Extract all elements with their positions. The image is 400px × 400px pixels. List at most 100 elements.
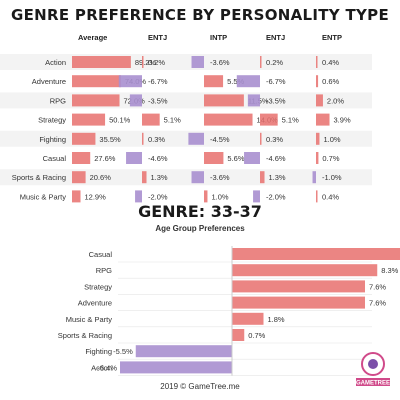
diff-bar xyxy=(260,113,278,126)
cell-value-label: -3.5% xyxy=(266,96,286,105)
average-bar xyxy=(72,94,120,107)
bar xyxy=(232,296,365,309)
category-label: RPG xyxy=(96,266,112,275)
category-label: Casual xyxy=(89,250,113,259)
bar-value-label: 1.8% xyxy=(268,315,285,324)
diff-bar xyxy=(316,152,319,164)
column-header-0: Average xyxy=(78,33,107,42)
bar-value-label: 8.3% xyxy=(381,266,398,275)
average-bar xyxy=(72,56,131,68)
cell-value-label: -3.6% xyxy=(210,58,230,67)
row-label: Strategy xyxy=(38,116,66,125)
cell-value-label: -2.0% xyxy=(266,192,286,201)
diff-bar xyxy=(316,132,320,145)
cell-value-label: 5.6% xyxy=(227,154,244,163)
cell-value-label: -4.6% xyxy=(266,154,286,163)
diff-bar xyxy=(316,75,319,88)
column-header-1: ENTJ xyxy=(148,33,167,42)
diff-bar xyxy=(118,75,142,88)
average-bar xyxy=(72,190,81,203)
diff-bar xyxy=(204,113,253,126)
average-bar xyxy=(72,132,96,145)
diff-bar xyxy=(236,75,260,88)
cell-value-label: 0.4% xyxy=(322,58,339,67)
cell-value-label: 0.6% xyxy=(322,77,339,86)
row-label: Casual xyxy=(43,154,67,163)
column-header-4: ENTP xyxy=(322,33,342,42)
diff-bar xyxy=(142,171,147,184)
svg-text:GAMETREE: GAMETREE xyxy=(356,381,390,387)
row-label: Fighting xyxy=(39,135,66,144)
diff-bar xyxy=(204,190,208,203)
bar xyxy=(232,248,400,260)
average-bar xyxy=(72,171,86,184)
row-label: Music & Party xyxy=(20,192,67,201)
cell-value-label: -3.6% xyxy=(210,173,230,182)
diff-bar xyxy=(204,94,244,107)
cell-value-label: 0.3% xyxy=(266,135,283,144)
diff-bar xyxy=(260,56,262,68)
diff-bar xyxy=(253,190,260,203)
average-bar xyxy=(72,113,106,126)
row-label: Sports & Racing xyxy=(12,173,66,182)
diff-bar xyxy=(126,152,142,164)
cell-value-label: 5.5% xyxy=(227,77,244,86)
cell-value-label: 0.7% xyxy=(322,154,339,163)
diff-bar xyxy=(135,190,142,203)
cell-value-label: 2.0% xyxy=(327,96,344,105)
diff-bar xyxy=(260,171,265,184)
column-header-3: ENTJ xyxy=(266,33,285,42)
cell-value-label: 20.6% xyxy=(90,173,112,182)
diff-bar xyxy=(312,171,316,184)
bar xyxy=(135,345,232,358)
bar xyxy=(232,329,245,341)
diff-bar xyxy=(247,94,260,107)
average-bar xyxy=(72,75,121,88)
bottom-chart-subtitle: Age Group Preferences xyxy=(155,224,245,233)
cell-value-label: 3.9% xyxy=(334,116,351,125)
cell-value-label: -3.5% xyxy=(148,96,168,105)
diff-bar xyxy=(142,132,144,145)
cell-value-label: 1.0% xyxy=(211,192,228,201)
diff-bar xyxy=(142,113,160,126)
category-label: Strategy xyxy=(84,282,112,291)
bar-value-label: 0.7% xyxy=(248,331,265,340)
cell-value-label: 0.2% xyxy=(148,58,165,67)
bar xyxy=(232,312,264,325)
diff-bar xyxy=(260,132,262,145)
diff-bar xyxy=(316,190,318,203)
row-label: RPG xyxy=(50,96,66,105)
gametree-logo: GAMETREE xyxy=(356,352,390,387)
diff-bar xyxy=(204,152,224,164)
row-background xyxy=(0,169,372,186)
cell-value-label: 50.1% xyxy=(109,116,131,125)
bar-value-label: -6.4% xyxy=(97,363,117,372)
diff-bar xyxy=(204,75,224,88)
cell-value-label: 1.3% xyxy=(269,173,286,182)
category-label: Action xyxy=(91,363,112,372)
cell-value-label: 27.6% xyxy=(94,154,116,163)
bar-value-label: 7.6% xyxy=(369,299,386,308)
footer-credit: 2019 © GameTree.me xyxy=(160,382,240,391)
cell-value-label: 1.3% xyxy=(151,173,168,182)
row-label: Adventure xyxy=(32,77,66,86)
cell-value-label: 5.1% xyxy=(282,116,299,125)
cell-value-label: 12.9% xyxy=(85,192,107,201)
cell-value-label: 1.0% xyxy=(323,135,340,144)
top-chart-title: GENRE PREFERENCE BY PERSONALITY TYPE xyxy=(10,6,390,24)
column-header-2: INTP xyxy=(210,33,227,42)
diff-bar xyxy=(244,152,260,164)
category-label: Adventure xyxy=(78,299,112,308)
diff-bar xyxy=(142,56,144,68)
diff-bar xyxy=(191,56,204,68)
bar xyxy=(232,264,378,277)
cell-value-label: -6.7% xyxy=(266,77,286,86)
bar-value-label: 7.6% xyxy=(369,282,386,291)
category-label: Fighting xyxy=(85,347,112,356)
cell-value-label: -4.5% xyxy=(210,135,230,144)
cell-value-label: 0.2% xyxy=(266,58,283,67)
cell-value-label: -1.0% xyxy=(322,173,342,182)
cell-value-label: -2.0% xyxy=(148,192,168,201)
diff-bar xyxy=(316,113,330,126)
